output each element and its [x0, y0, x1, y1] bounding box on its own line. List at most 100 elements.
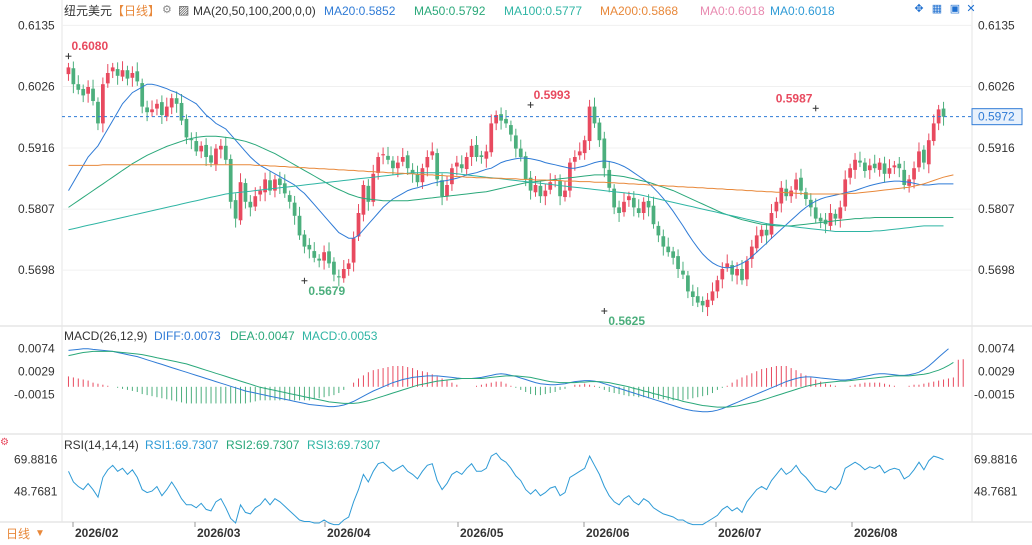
candle-body: [169, 98, 174, 108]
candle-body: [145, 107, 149, 113]
macd-diff-value: DIFF:0.0073: [154, 329, 221, 343]
candle-body: [543, 190, 548, 197]
rsi-y-tick-left: 69.8816: [14, 452, 58, 466]
candle-body: [794, 179, 798, 190]
candle-body: [140, 83, 145, 107]
candle-body: [558, 181, 562, 197]
rsi3-value: RSI3:69.7307: [307, 438, 381, 452]
candle-body: [504, 118, 508, 124]
candle-body: [710, 291, 715, 301]
candle-body: [627, 196, 631, 201]
macd-y-tick-left: 0.0074: [18, 341, 55, 355]
candle-body: [376, 157, 381, 173]
candle-body: [238, 182, 243, 221]
candle-body: [81, 88, 86, 96]
candle-body: [745, 260, 749, 280]
candle-body: [779, 187, 784, 204]
candle-body: [218, 145, 223, 150]
current-price-badge: [971, 108, 1023, 126]
candle-body: [631, 197, 636, 208]
candle-body: [243, 183, 248, 202]
x-tick-label: 2026/03: [197, 526, 241, 540]
candle-body: [282, 183, 287, 194]
price-y-tick-right: 0.5916: [978, 141, 1015, 155]
candle-body: [759, 229, 764, 237]
candle-body: [484, 151, 489, 159]
candle-body: [228, 158, 233, 202]
annotation-label: 0.5987: [776, 91, 813, 105]
candle-body: [735, 269, 739, 276]
ma-line-ma50: [68, 135, 954, 227]
candle-body: [902, 169, 907, 185]
candle-body: [292, 202, 297, 216]
candle-body: [297, 215, 302, 236]
candle-body: [671, 251, 676, 258]
ma200-value: MA200:0.5868: [600, 4, 679, 18]
candle-body: [327, 251, 331, 264]
candle-body: [553, 179, 558, 181]
grid-layout-icon[interactable]: ▦: [931, 3, 943, 15]
x-tick-label: 2026/02: [75, 526, 119, 540]
x-tick-label: 2026/06: [586, 526, 630, 540]
annotation-label: 0.5679: [308, 284, 345, 298]
symbol-label: 纽元美元: [64, 4, 113, 18]
candle-body: [445, 185, 449, 197]
candle-body: [391, 160, 395, 169]
candle-body: [882, 163, 887, 174]
candle-body: [700, 300, 705, 306]
candle-body: [199, 145, 204, 152]
candle-body: [572, 157, 577, 162]
candle-body: [548, 182, 553, 190]
maximize-icon[interactable]: ▣: [949, 3, 961, 15]
candle-body: [273, 179, 277, 191]
candle-body: [612, 188, 617, 208]
candle-body: [469, 145, 474, 157]
candle-body: [440, 180, 444, 197]
candle-body: [872, 163, 877, 169]
candle-body: [513, 135, 518, 149]
candle-body: [661, 236, 666, 247]
candle-body: [277, 178, 282, 185]
candle-body: [435, 153, 440, 180]
rsi-settings-icon[interactable]: ⚙: [0, 437, 9, 448]
close-icon[interactable]: ✕: [966, 3, 976, 15]
macd-y-tick-right: 0.0029: [978, 365, 1015, 379]
macd-y-tick-right: 0.0074: [978, 341, 1015, 355]
candle-body: [371, 173, 376, 202]
candle-body: [346, 263, 351, 269]
candle-body: [287, 195, 292, 202]
period-label: 【日线】: [112, 4, 161, 18]
candle-body: [454, 162, 459, 167]
chevron-down-icon[interactable]: ▼: [35, 528, 45, 539]
indicator-chart-icon[interactable]: ▨: [178, 3, 190, 17]
candle-body: [877, 162, 882, 170]
candle-body: [646, 200, 651, 208]
price-y-tick-left: 0.5807: [18, 202, 55, 216]
candle-body: [577, 151, 582, 156]
expand-icon[interactable]: ✥: [914, 3, 924, 15]
candle-body: [494, 115, 499, 124]
candle-body: [366, 185, 371, 202]
candle-body: [386, 155, 390, 160]
price-y-tick-left: 0.6135: [18, 18, 55, 32]
candle-body: [312, 251, 317, 258]
candle-body: [676, 256, 680, 269]
candle-body: [479, 155, 484, 157]
rsi1-value: RSI1:69.7307: [145, 438, 219, 452]
candle-body: [135, 71, 140, 82]
candle-body: [636, 208, 641, 213]
price-y-tick-left: 0.5698: [18, 263, 55, 277]
candle-body: [582, 140, 587, 154]
macd-line-dea: [68, 350, 954, 408]
candle-body: [922, 149, 926, 163]
candle-body: [71, 68, 76, 85]
candle-body: [538, 185, 543, 197]
candle-body: [666, 246, 671, 253]
period-switch-button[interactable]: 日线: [6, 527, 31, 541]
macd-macd-value: MACD:0.0053: [302, 329, 378, 343]
candle-body: [120, 70, 125, 77]
candle-body: [656, 225, 661, 236]
settings-gear-icon[interactable]: ⚙: [162, 4, 172, 16]
candle-body: [695, 296, 700, 303]
